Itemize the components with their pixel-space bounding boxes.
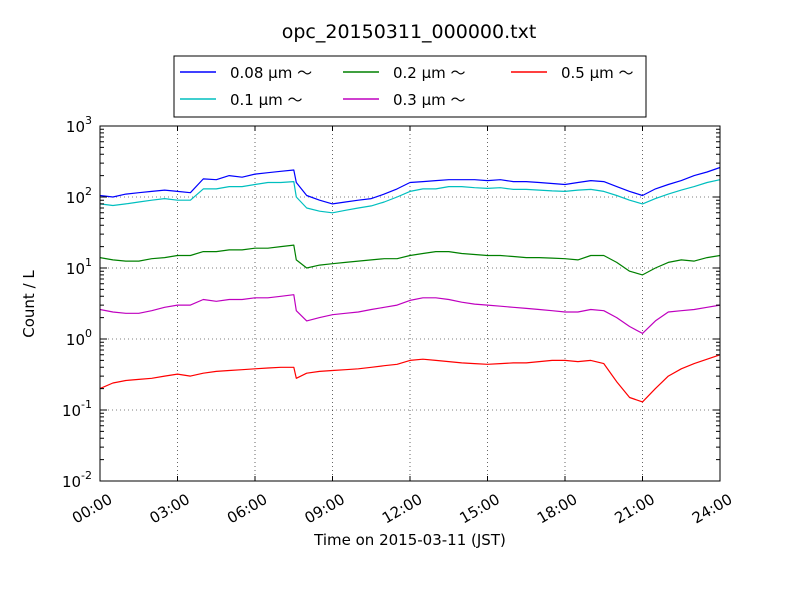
y-tick-label: 10-1: [62, 398, 92, 420]
grid: [100, 126, 720, 481]
legend-label-3: 0.3 μm ～: [393, 91, 466, 109]
y-tick-label: 100: [66, 327, 92, 349]
legend: 0.08 μm ～ 0.1 μm ～ 0.2 μm ～ 0.3 μm ～ 0.5 μm …: [173, 55, 647, 118]
series-line-4: [99, 354, 721, 403]
y-tick-label: 101: [66, 256, 92, 278]
y-tick-label: 102: [66, 185, 92, 207]
chart-title: opc_20150311_000000.txt: [282, 21, 537, 43]
legend-label-2: 0.2 μm ～: [393, 64, 466, 82]
series-line-1: [99, 179, 721, 214]
series-line-0: [99, 166, 721, 205]
y-axis-label: Count / L: [20, 270, 38, 338]
series-line-3: [99, 294, 721, 334]
legend-box: [173, 55, 647, 118]
y-tick-label: 103: [66, 114, 92, 136]
series-line-2: [99, 244, 721, 276]
x-axis-label: Time on 2015-03-11 (JST): [313, 531, 506, 549]
legend-label-1: 0.1 μm ～: [230, 91, 303, 109]
series-lines: [99, 166, 721, 403]
legend-label-0: 0.08 μm ～: [230, 64, 312, 82]
y-tick-label: 10-2: [62, 469, 92, 491]
legend-label-4: 0.5 μm ～: [561, 64, 634, 82]
